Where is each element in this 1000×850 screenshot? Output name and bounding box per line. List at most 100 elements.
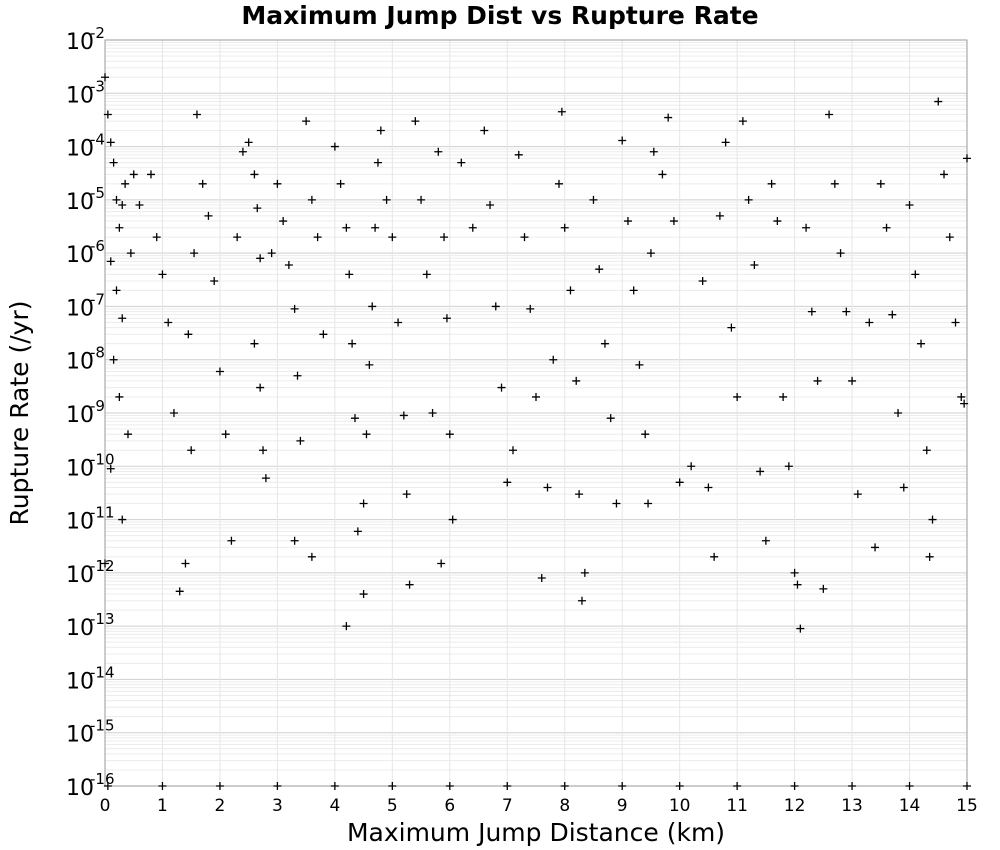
data-point [825, 110, 834, 119]
x-tick-label: 6 [444, 796, 455, 816]
data-point [442, 314, 451, 323]
data-point [514, 150, 523, 159]
data-point [664, 113, 673, 122]
data-point [543, 483, 552, 492]
data-point [963, 782, 971, 790]
data-point [575, 490, 584, 499]
data-point [221, 430, 230, 439]
data-point [715, 211, 724, 220]
data-point [600, 339, 609, 348]
data-point [103, 782, 112, 790]
data-point [101, 73, 109, 82]
data-point [448, 515, 457, 524]
y-tick-label: 10-16 [66, 770, 115, 801]
data-point [210, 277, 219, 286]
data-point [457, 158, 466, 167]
data-point [198, 179, 207, 188]
y-tick-exponent: -6 [90, 237, 105, 255]
plot-frame [104, 39, 968, 787]
data-point [641, 430, 650, 439]
data-point [649, 147, 658, 156]
data-point [532, 392, 540, 401]
x-tick-label: 14 [899, 796, 921, 816]
y-tick-label: 10-9 [66, 397, 105, 428]
data-point [250, 339, 259, 348]
data-point [227, 536, 236, 545]
y-tick-base: 10 [66, 456, 94, 481]
data-point [353, 527, 362, 536]
data-point [796, 624, 805, 633]
data-point [187, 446, 196, 455]
y-tick-base: 10 [66, 510, 94, 535]
y-tick-base: 10 [66, 137, 94, 162]
data-point [233, 233, 242, 242]
data-point [727, 323, 736, 332]
data-point [169, 409, 178, 417]
y-tick-exponent: -2 [90, 24, 105, 42]
data-point [313, 233, 322, 242]
grid-lines [104, 39, 968, 787]
data-point [307, 195, 316, 204]
x-tick-label: 4 [329, 796, 340, 816]
y-tick-label: 10-8 [66, 344, 105, 375]
data-point [146, 170, 155, 179]
data-point [520, 233, 529, 242]
y-tick-exponent: -13 [90, 610, 115, 628]
data-point [899, 483, 908, 492]
data-point [629, 286, 638, 295]
data-point [259, 446, 268, 455]
data-point [115, 223, 124, 232]
data-point [118, 515, 127, 524]
data-point [373, 158, 382, 167]
y-tick-label: 10-2 [66, 24, 105, 55]
y-tick-label: 10-14 [66, 663, 115, 694]
y-tick-label: 10-11 [66, 504, 115, 535]
data-point [911, 270, 920, 279]
data-point [721, 138, 730, 147]
data-point [106, 138, 115, 147]
data-point [836, 249, 845, 258]
data-point [779, 392, 788, 401]
data-point [928, 515, 937, 524]
x-tick-label: 0 [100, 796, 111, 816]
data-point [256, 254, 265, 263]
x-tick-label: 10 [669, 796, 691, 816]
y-tick-exponent: -9 [90, 397, 105, 415]
y-axis-ticks: 10-210-310-410-510-610-710-810-910-1010-… [66, 24, 115, 801]
data-point [848, 376, 857, 385]
data-point [273, 179, 282, 188]
y-tick-exponent: -12 [90, 557, 115, 575]
data-point [750, 260, 759, 269]
data-point [687, 462, 696, 471]
data-point [905, 782, 914, 790]
y-tick-base: 10 [66, 30, 94, 55]
data-point [917, 339, 926, 348]
data-point [675, 478, 684, 487]
x-tick-label: 11 [726, 796, 748, 816]
data-point [112, 286, 121, 295]
x-tick-label: 9 [617, 796, 628, 816]
y-tick-label: 10-6 [66, 237, 105, 268]
data-point [560, 782, 569, 790]
data-point [744, 195, 753, 204]
y-tick-label: 10-12 [66, 557, 115, 588]
data-point [123, 430, 132, 439]
data-point [963, 154, 971, 163]
data-point [417, 195, 426, 204]
data-point [480, 126, 489, 135]
data-point [882, 223, 891, 232]
data-points [101, 73, 971, 790]
data-point [290, 304, 299, 313]
data-point [302, 117, 311, 126]
data-point [126, 249, 135, 258]
data-point [491, 302, 500, 311]
data-point [957, 392, 966, 401]
data-point [589, 195, 598, 204]
x-tick-label: 13 [841, 796, 863, 816]
x-tick-label: 8 [559, 796, 570, 816]
data-point [175, 587, 184, 596]
data-point [362, 430, 371, 439]
data-point [250, 170, 259, 179]
data-point [411, 117, 420, 126]
data-point [253, 204, 262, 213]
